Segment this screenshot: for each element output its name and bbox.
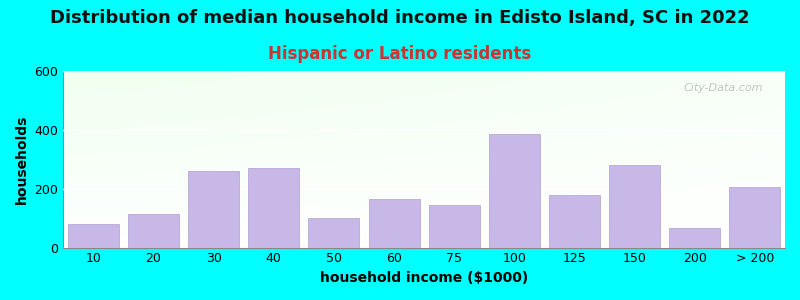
Bar: [68, 224, 119, 247]
Bar: [609, 165, 660, 248]
Text: Distribution of median household income in Edisto Island, SC in 2022: Distribution of median household income …: [50, 9, 750, 27]
Text: Hispanic or Latino residents: Hispanic or Latino residents: [268, 45, 532, 63]
Bar: [369, 199, 420, 248]
Bar: [248, 168, 299, 248]
X-axis label: household income ($1000): household income ($1000): [320, 271, 528, 285]
Bar: [730, 187, 781, 247]
Bar: [489, 134, 540, 248]
Bar: [670, 229, 720, 247]
Bar: [128, 214, 179, 248]
Y-axis label: households: households: [15, 115, 29, 204]
Bar: [429, 205, 480, 247]
Text: City-Data.com: City-Data.com: [684, 83, 763, 93]
Bar: [549, 195, 600, 248]
Bar: [308, 218, 359, 248]
Bar: [188, 171, 239, 247]
